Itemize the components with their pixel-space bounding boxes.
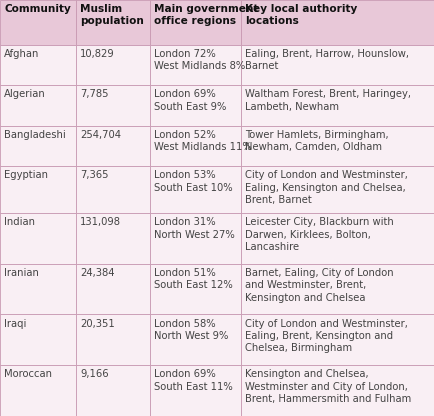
Text: 10,829: 10,829 xyxy=(80,49,115,59)
Bar xyxy=(150,213,241,264)
Text: Moroccan: Moroccan xyxy=(4,369,53,379)
Text: Key local authority
locations: Key local authority locations xyxy=(245,4,358,26)
Bar xyxy=(150,85,241,126)
Bar xyxy=(241,365,434,416)
Bar xyxy=(150,126,241,166)
Bar xyxy=(150,264,241,314)
Bar xyxy=(150,365,241,416)
Bar xyxy=(76,85,150,126)
Bar xyxy=(0,85,76,126)
Text: 254,704: 254,704 xyxy=(80,130,121,140)
Text: London 52%
West Midlands 11%: London 52% West Midlands 11% xyxy=(154,130,252,152)
Bar xyxy=(241,264,434,314)
Text: Iranian: Iranian xyxy=(4,268,39,278)
Bar xyxy=(241,45,434,85)
Text: Community: Community xyxy=(4,4,71,14)
Bar xyxy=(76,213,150,264)
Bar xyxy=(241,85,434,126)
Text: 9,166: 9,166 xyxy=(80,369,109,379)
Text: London 31%
North West 27%: London 31% North West 27% xyxy=(154,217,235,240)
Text: London 72%
West Midlands 8%: London 72% West Midlands 8% xyxy=(154,49,245,72)
Text: London 58%
North West 9%: London 58% North West 9% xyxy=(154,319,228,341)
Text: Ealing, Brent, Harrow, Hounslow,
Barnet: Ealing, Brent, Harrow, Hounslow, Barnet xyxy=(245,49,409,72)
Text: London 69%
South East 11%: London 69% South East 11% xyxy=(154,369,233,392)
Bar xyxy=(150,314,241,365)
Text: London 51%
South East 12%: London 51% South East 12% xyxy=(154,268,233,290)
Bar xyxy=(0,45,76,85)
Text: Main government
office regions: Main government office regions xyxy=(154,4,259,26)
Text: London 53%
South East 10%: London 53% South East 10% xyxy=(154,170,233,193)
Bar xyxy=(76,314,150,365)
Bar xyxy=(0,166,76,213)
Bar xyxy=(76,126,150,166)
Text: Waltham Forest, Brent, Haringey,
Lambeth, Newham: Waltham Forest, Brent, Haringey, Lambeth… xyxy=(245,89,411,112)
Bar xyxy=(0,0,76,45)
Text: Muslim
population: Muslim population xyxy=(80,4,144,26)
Text: Egyptian: Egyptian xyxy=(4,170,48,180)
Bar xyxy=(0,314,76,365)
Bar xyxy=(76,45,150,85)
Bar xyxy=(76,0,150,45)
Bar xyxy=(241,126,434,166)
Text: City of London and Westminster,
Ealing, Kensington and Chelsea,
Brent, Barnet: City of London and Westminster, Ealing, … xyxy=(245,170,408,205)
Text: City of London and Westminster,
Ealing, Brent, Kensington and
Chelsea, Birmingha: City of London and Westminster, Ealing, … xyxy=(245,319,408,354)
Text: Barnet, Ealing, City of London
and Westminster, Brent,
Kensington and Chelsea: Barnet, Ealing, City of London and Westm… xyxy=(245,268,394,303)
Bar xyxy=(0,365,76,416)
Bar xyxy=(0,264,76,314)
Bar xyxy=(0,126,76,166)
Bar xyxy=(241,0,434,45)
Text: London 69%
South East 9%: London 69% South East 9% xyxy=(154,89,227,112)
Text: Algerian: Algerian xyxy=(4,89,46,99)
Bar xyxy=(0,213,76,264)
Text: Bangladeshi: Bangladeshi xyxy=(4,130,66,140)
Text: Leicester City, Blackburn with
Darwen, Kirklees, Bolton,
Lancashire: Leicester City, Blackburn with Darwen, K… xyxy=(245,217,394,252)
Text: 131,098: 131,098 xyxy=(80,217,121,227)
Bar xyxy=(150,0,241,45)
Text: Kensington and Chelsea,
Westminster and City of London,
Brent, Hammersmith and F: Kensington and Chelsea, Westminster and … xyxy=(245,369,411,404)
Text: Tower Hamlets, Birmingham,
Newham, Camden, Oldham: Tower Hamlets, Birmingham, Newham, Camde… xyxy=(245,130,389,152)
Text: 7,365: 7,365 xyxy=(80,170,109,180)
Bar xyxy=(241,213,434,264)
Bar xyxy=(150,166,241,213)
Text: Iraqi: Iraqi xyxy=(4,319,27,329)
Bar xyxy=(76,166,150,213)
Bar xyxy=(241,314,434,365)
Text: Indian: Indian xyxy=(4,217,35,227)
Bar xyxy=(76,264,150,314)
Bar xyxy=(241,166,434,213)
Text: Afghan: Afghan xyxy=(4,49,40,59)
Text: 20,351: 20,351 xyxy=(80,319,115,329)
Bar xyxy=(76,365,150,416)
Text: 24,384: 24,384 xyxy=(80,268,115,278)
Text: 7,785: 7,785 xyxy=(80,89,109,99)
Bar xyxy=(150,45,241,85)
